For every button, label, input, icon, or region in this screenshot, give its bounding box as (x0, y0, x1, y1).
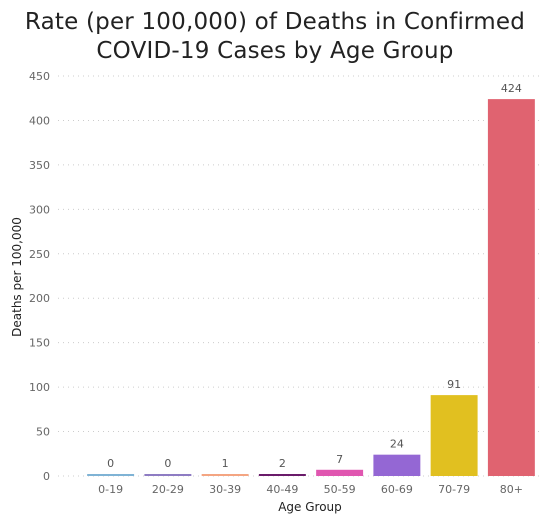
y-tick-label: 300 (29, 203, 50, 216)
chart-title-line-1: Rate (per 100,000) of Deaths in Confirme… (24, 9, 526, 35)
y-axis-label: Deaths per 100,000 (10, 217, 24, 337)
x-tick-label-20-29: 20-29 (152, 483, 184, 496)
x-tick-label-50-59: 50-59 (324, 483, 356, 496)
bar-30-39 (201, 474, 249, 476)
y-tick-label: 50 (36, 426, 50, 439)
bar-0-19 (87, 474, 135, 476)
y-tick-label: 200 (29, 292, 50, 305)
y-tick-label: 450 (29, 70, 50, 83)
data-label-0-19: 0 (107, 457, 114, 470)
data-labels: 0 0 1 2 7 24 91 424 (107, 82, 522, 470)
bar-50-59 (316, 469, 364, 476)
x-tick-label-40-49: 40-49 (266, 483, 298, 496)
bar-60-69 (373, 454, 421, 476)
chart-title-line-2: COVID-19 Cases by Age Group (96, 38, 454, 64)
data-label-70-79: 91 (447, 378, 461, 391)
bars (87, 99, 535, 476)
data-label-60-69: 24 (390, 438, 404, 451)
y-tick-label: 400 (29, 114, 50, 127)
y-tick-label: 150 (29, 337, 50, 350)
bar-40-49 (258, 474, 306, 476)
x-tick-label-60-69: 60-69 (381, 483, 413, 496)
y-tick-label: 250 (29, 248, 50, 261)
data-label-20-29: 0 (164, 457, 171, 470)
x-axis-label: Age Group (278, 500, 342, 514)
x-tick-label-80+: 80+ (500, 483, 523, 496)
x-tick-label-70-79: 70-79 (438, 483, 470, 496)
x-tick-labels: 0-19 20-29 30-39 40-49 50-59 60-69 70-79 80+ (98, 483, 523, 496)
y-tick-label: 100 (29, 381, 50, 394)
data-label-80+: 424 (501, 82, 522, 95)
data-label-40-49: 2 (279, 457, 286, 470)
y-tick-label: 350 (29, 159, 50, 172)
bar-20-29 (144, 474, 192, 476)
x-tick-label-30-39: 30-39 (209, 483, 241, 496)
y-tick-labels: 0 50 100 150 200 250 300 350 400 450 (29, 70, 50, 483)
bar-70-79 (430, 395, 478, 476)
data-label-30-39: 1 (222, 457, 229, 470)
y-tick-label: 0 (43, 470, 50, 483)
x-tick-label-0-19: 0-19 (98, 483, 123, 496)
data-label-50-59: 7 (336, 453, 343, 466)
bar-80+ (487, 99, 535, 476)
